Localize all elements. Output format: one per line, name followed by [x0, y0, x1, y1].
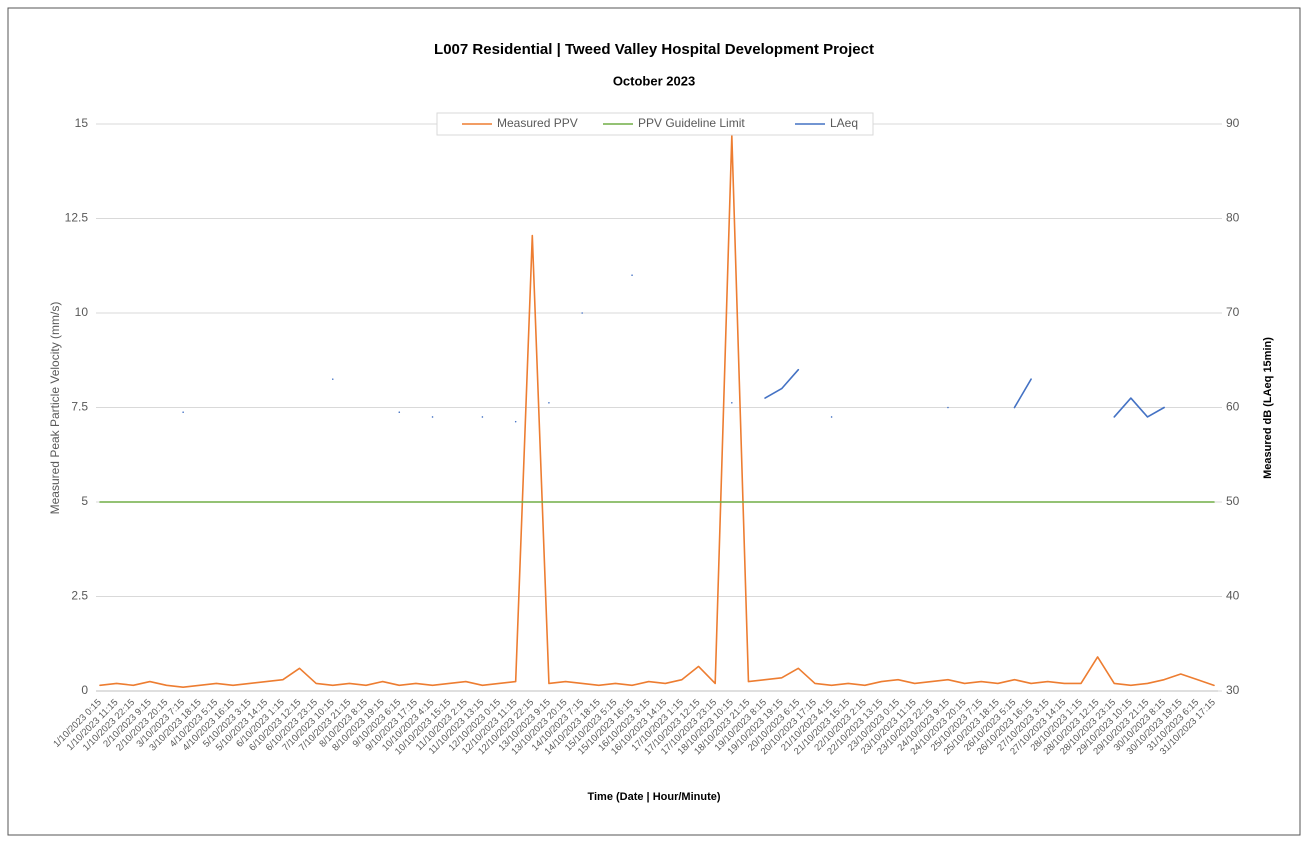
y2-axis-title: Measured dB (LAeq 15min)	[1262, 337, 1274, 479]
y2-tick-label: 80	[1226, 211, 1240, 225]
y2-tick-label: 70	[1226, 305, 1240, 319]
x-axis-title: Time (Date | Hour/Minute)	[587, 791, 720, 803]
y2-tick-label: 90	[1226, 116, 1240, 130]
legend-box	[436, 112, 874, 136]
series-line	[182, 274, 1165, 423]
y-tick-label: 0	[81, 683, 88, 697]
chart-title: L007 Residential | Tweed Valley Hospital…	[434, 41, 874, 58]
legend-label: LAeq	[830, 116, 858, 130]
y-tick-label: 7.5	[71, 400, 88, 414]
chart-subtitle: October 2023	[613, 73, 695, 88]
legend-label: PPV Guideline Limit	[638, 116, 745, 130]
chart-border	[7, 7, 1301, 836]
y-tick-label: 2.5	[71, 589, 88, 603]
legend-label: Measured PPV	[497, 116, 578, 130]
y2-tick-label: 40	[1226, 589, 1240, 603]
y-tick-label: 15	[75, 116, 89, 130]
y-tick-label: 10	[75, 305, 89, 319]
y-tick-label: 5	[81, 494, 88, 508]
y-axis-title: Measured Peak Particle Velocity (mm/s)	[48, 302, 62, 515]
y2-tick-label: 30	[1226, 683, 1240, 697]
y2-tick-label: 50	[1226, 494, 1240, 508]
series-line	[99, 134, 1215, 689]
y2-tick-label: 60	[1226, 400, 1240, 414]
y-tick-label: 12.5	[65, 211, 89, 225]
